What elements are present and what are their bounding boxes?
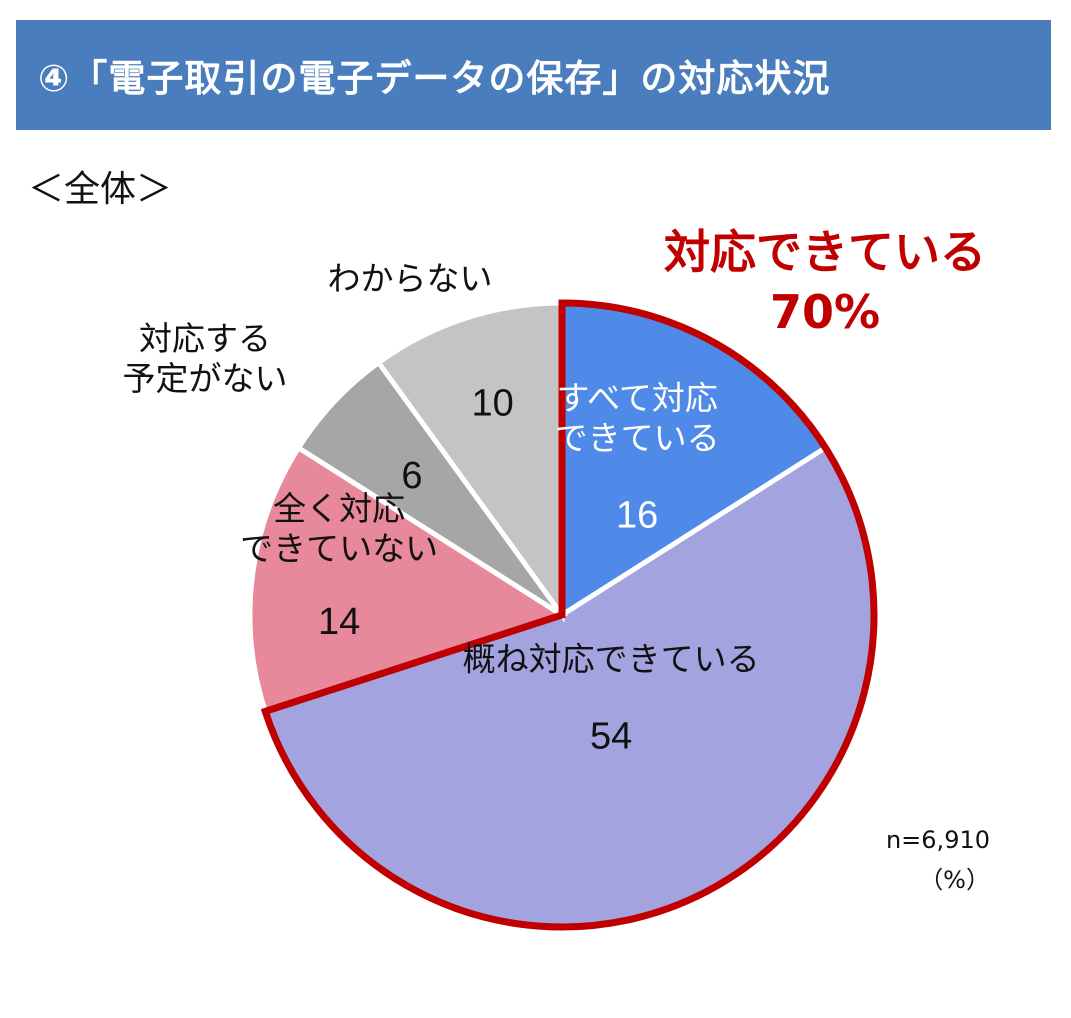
highlight-callout: 対応できている 70% [645, 222, 1005, 342]
slice-label-line: わからない [328, 259, 493, 298]
slice-category-label: すべて対応 [556, 378, 717, 417]
slice-value-label: 14 [318, 601, 360, 643]
page-title: ④「電子取引の電子データの保存」の対応状況 [38, 57, 831, 100]
slice-category-label: 全く対応 [273, 489, 405, 528]
highlight-outline [260, 299, 878, 931]
slice-label-line: 予定がない [123, 359, 288, 398]
pie-slice [247, 444, 568, 715]
unit-label: （%） [919, 866, 990, 894]
slice-value-label: 54 [590, 715, 632, 757]
slice-category-label: できている [555, 418, 720, 457]
chart-note: n=6,910 （%） [880, 820, 990, 900]
slice-value-label: 16 [616, 494, 658, 536]
slice-category-label: できていない [240, 529, 438, 568]
slice-value-label: 6 [401, 455, 422, 497]
slice-value-label: 10 [471, 382, 513, 424]
callout-value: 70% [769, 285, 881, 339]
subtitle: ＜全体＞ [28, 169, 173, 210]
title-banner: ④「電子取引の電子データの保存」の対応状況 [16, 20, 1051, 130]
pie-slice [375, 300, 565, 623]
slice-label-line: 対応する [139, 319, 271, 358]
sample-size: n=6,910 [885, 826, 990, 854]
callout-label: 対応できている [664, 225, 986, 279]
slice-category-label: 概ね対応できている [463, 639, 760, 678]
slice-category-label: わからない [328, 259, 493, 298]
